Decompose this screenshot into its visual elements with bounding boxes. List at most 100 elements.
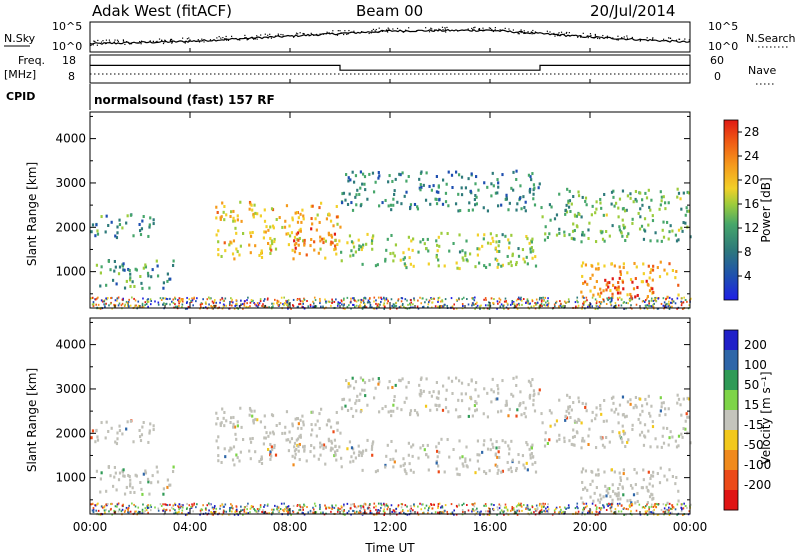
- velocity-cell: [232, 445, 236, 449]
- velocity-cell: [667, 407, 670, 411]
- noise-dot: [105, 42, 107, 45]
- velocity-cell: [249, 437, 252, 441]
- velocity-cell: [333, 438, 337, 442]
- power-cell: [660, 195, 663, 199]
- velocity-colorbar-block: [724, 370, 738, 391]
- power-cell: [144, 304, 146, 307]
- power-cell: [548, 203, 552, 207]
- velocity-cell: [445, 388, 448, 392]
- power-cell: [525, 234, 528, 238]
- noise-dot: [97, 39, 99, 42]
- velocity-cell: [618, 431, 621, 435]
- power-cell: [137, 300, 140, 303]
- power-cell: [677, 228, 681, 232]
- power-cell: [273, 240, 276, 244]
- power-cell: [634, 295, 637, 299]
- power-cell: [169, 303, 171, 306]
- power-cell: [473, 299, 476, 302]
- power-cell: [573, 213, 577, 217]
- velocity-cell: [474, 409, 477, 413]
- noise-dot: [494, 27, 496, 29]
- velocity-cell: [208, 509, 210, 512]
- power-cell: [422, 183, 425, 187]
- velocity-cell: [526, 468, 529, 472]
- velocity-cell: [646, 513, 649, 516]
- noise-dot: [639, 39, 642, 41]
- velocity-cell: [531, 443, 534, 447]
- velocity-cell: [206, 504, 209, 507]
- velocity-cell: [533, 511, 535, 514]
- velocity-cell: [617, 486, 620, 490]
- velocity-cell: [217, 454, 220, 458]
- velocity-cell: [680, 510, 683, 513]
- power-cell: [629, 192, 632, 196]
- power-cell: [337, 303, 339, 306]
- velocity-cell: [204, 512, 207, 515]
- velocity-cell: [652, 496, 655, 500]
- velocity-cell: [138, 428, 141, 432]
- velocity-cell: [368, 378, 371, 382]
- power-cell: [581, 230, 584, 234]
- velocity-cell: [376, 510, 379, 513]
- velocity-cell: [341, 398, 344, 402]
- power-cell: [293, 243, 297, 247]
- noise-dot: [227, 39, 230, 41]
- velocity-cell: [290, 513, 292, 516]
- velocity-cell: [356, 394, 359, 398]
- velocity-cell: [476, 507, 478, 510]
- velocity-cell: [641, 404, 644, 408]
- power-cell: [610, 190, 614, 194]
- velocity-cell: [129, 478, 132, 482]
- power-cell: [608, 297, 611, 300]
- velocity-cell: [680, 413, 683, 417]
- velocity-cell: [662, 441, 666, 445]
- power-cell: [232, 209, 235, 213]
- velocity-cell: [419, 502, 421, 505]
- noise-dot: [368, 32, 370, 35]
- velocity-cell: [560, 508, 562, 511]
- colorbar-tick-label: -100: [744, 458, 771, 472]
- velocity-cell: [239, 406, 242, 410]
- velocity-cell: [668, 509, 670, 512]
- power-cell: [549, 218, 552, 222]
- power-cell: [181, 300, 184, 303]
- power-cell: [312, 302, 315, 305]
- velocity-colorbar-block: [724, 350, 738, 371]
- noise-dot: [117, 40, 120, 42]
- power-cell: [584, 280, 587, 284]
- velocity-cell: [651, 511, 653, 514]
- x-tick-label: 00:00: [73, 520, 108, 534]
- velocity-cell: [567, 504, 570, 507]
- power-cell: [488, 304, 490, 307]
- velocity-cell: [221, 513, 224, 516]
- power-cell: [303, 297, 305, 300]
- power-cell: [618, 225, 621, 229]
- velocity-cell: [116, 503, 119, 506]
- power-cell: [121, 302, 124, 305]
- velocity-cell: [403, 511, 405, 514]
- power-cell: [651, 278, 654, 282]
- noise-dot: [350, 31, 352, 33]
- velocity-cell: [616, 497, 620, 501]
- power-cell: [605, 302, 608, 305]
- velocity-cell: [209, 503, 211, 506]
- power-cell: [361, 262, 364, 266]
- velocity-cell: [598, 500, 601, 504]
- velocity-cell: [555, 439, 559, 443]
- velocity-cell: [309, 450, 312, 454]
- velocity-cell: [530, 452, 533, 456]
- velocity-cell: [437, 511, 439, 514]
- velocity-cell: [525, 440, 528, 444]
- power-cell: [512, 170, 515, 174]
- velocity-cell: [384, 505, 386, 508]
- velocity-cell: [258, 508, 261, 511]
- power-cell: [651, 214, 654, 218]
- power-cell: [494, 246, 497, 250]
- power-cell: [118, 302, 121, 305]
- noise-dot: [532, 29, 534, 32]
- velocity-cell: [117, 478, 121, 482]
- colorbar-tick-label: 28: [744, 125, 759, 139]
- velocity-cell: [409, 409, 413, 413]
- power-cell: [259, 214, 262, 218]
- power-cell: [285, 204, 289, 208]
